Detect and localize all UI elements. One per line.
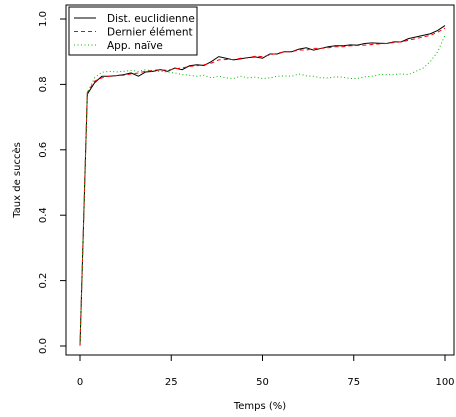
y-axis: 0.0 0.2 0.4 0.6 0.8 1.0	[38, 11, 66, 354]
y-tick-label: 0.8	[38, 76, 49, 92]
x-axis: 0 25 50 75 100	[77, 355, 455, 388]
legend-label: App. naïve	[107, 40, 163, 52]
series-line-1	[79, 27, 446, 347]
series-layer	[79, 25, 446, 347]
x-tick-label: 75	[347, 377, 360, 388]
y-tick-label: 0.0	[38, 338, 49, 354]
y-tick-label: 0.6	[38, 142, 49, 158]
legend-label: Dernier élément	[107, 27, 193, 39]
x-axis-title: Temps (%)	[233, 401, 286, 412]
y-tick-label: 0.4	[38, 207, 49, 223]
x-tick-label: 0	[77, 377, 83, 388]
plot-frame	[65, 4, 455, 356]
x-tick-label: 25	[165, 377, 178, 388]
y-tick-label: 1.0	[38, 11, 49, 27]
series-line-2	[79, 35, 446, 347]
legend-label: Dist. euclidienne	[107, 13, 195, 25]
y-tick-label: 0.2	[38, 273, 49, 289]
x-tick-label: 100	[435, 377, 454, 388]
y-axis-title: Taux de succès	[11, 142, 23, 219]
x-tick-label: 50	[256, 377, 269, 388]
